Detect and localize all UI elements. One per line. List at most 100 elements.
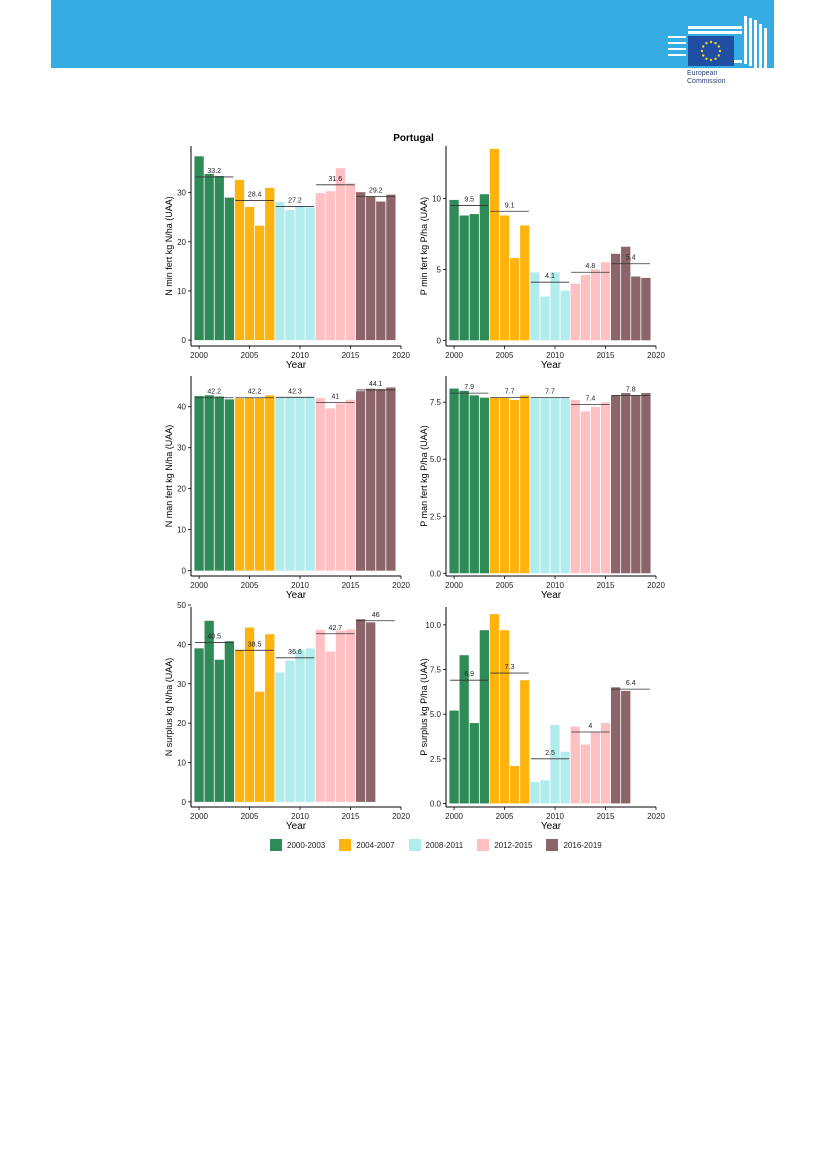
bar [204,395,214,571]
period-mean-label: 46 [372,612,380,619]
bar [244,397,255,571]
y-tick-label: 5.0 [430,710,442,719]
bar [305,207,315,341]
period-mean-label: 28.4 [248,192,262,199]
bar [530,397,540,574]
bar [600,723,611,804]
y-tick-label: 40 [177,403,186,412]
eu-star-icon [709,58,713,62]
bar [590,269,601,341]
period-mean-label: 4.8 [586,263,596,270]
y-tick-label: 50 [177,601,186,610]
bar [520,395,530,574]
eu-star-icon [709,40,713,44]
period-mean-label: 7.7 [505,389,515,396]
bar [315,398,325,571]
x-tick-label: 2020 [392,581,410,590]
bar [570,726,580,804]
bar [479,194,490,341]
y-tick-label: 0 [182,798,187,807]
bar [550,272,560,341]
x-tick-label: 2020 [647,351,665,360]
bar [520,225,530,341]
bar [315,193,325,341]
bar [224,641,235,802]
bar [295,397,305,571]
bar [449,199,459,341]
x-axis-title: Year [541,360,562,371]
legend-item: 2004-2007 [339,839,395,851]
bar [355,391,366,571]
bar [355,192,366,341]
bar [479,630,490,804]
y-tick-label: 5 [437,265,442,274]
bar [510,399,520,574]
y-tick-label: 20 [177,485,186,494]
bar [621,690,631,804]
bar [550,397,560,574]
legend-swatch [546,839,559,851]
bar [335,630,346,802]
bar [234,179,245,341]
period-mean-label: 40.5 [207,633,221,640]
bar [214,396,224,571]
bar [459,215,469,341]
bar [386,387,396,571]
bar [255,691,265,802]
x-axis-title: Year [286,821,307,832]
bar [489,397,500,574]
period-mean-label: 4 [588,723,592,730]
y-axis-title: N surplus kg N/ha (UAA) [164,658,174,757]
y-tick-label: 20 [177,238,186,247]
period-mean-label: 42.2 [207,389,221,396]
bar [376,389,386,571]
x-tick-label: 2015 [342,351,360,360]
period-mean-label: 6.9 [464,671,474,678]
x-tick-label: 2005 [241,351,259,360]
bar [194,648,204,802]
eu-star-icon [702,45,705,48]
bar [194,396,204,571]
legend-label: 2016-2019 [563,840,602,850]
x-tick-label: 2000 [190,812,208,821]
logo-text: European Commission [687,70,726,85]
legend-item: 2016-2019 [546,839,602,851]
bar [345,183,356,341]
period-mean-label: 29.2 [369,188,383,195]
bar [366,196,376,341]
y-tick-label: 0 [182,336,187,345]
bar [631,395,641,574]
eu-star-icon [718,49,722,53]
legend-item: 2000-2003 [270,839,325,851]
bar [265,634,275,802]
page-title: Portugal [393,133,434,144]
period-mean-label: 36.6 [288,649,302,656]
bar [610,395,621,574]
period-mean-label: 44.1 [369,381,383,388]
bar [325,408,335,571]
bar [510,765,520,804]
bar [600,402,611,574]
legend-swatch [339,839,352,851]
period-mean-label: 27.2 [288,197,302,204]
bar [449,710,459,804]
bar [459,655,469,804]
eu-star-icon [702,54,705,57]
period-mean-label: 6.4 [626,680,636,687]
bar [580,744,590,804]
bar [315,629,325,802]
bar [631,276,641,341]
bar [590,732,601,804]
y-axis-title: P surplus kg P/ha (UAA) [419,658,429,755]
bar [366,388,376,571]
bar [499,397,510,574]
x-tick-label: 2015 [597,812,615,821]
bar [214,659,224,802]
y-axis-title: P man fert kg P/ha (UAA) [419,425,429,526]
bar [560,751,570,804]
bar [570,283,580,341]
y-tick-label: 0 [182,567,187,576]
y-axis-title: N min fert kg N/ha (UAA) [164,196,174,296]
bar [275,672,285,802]
x-tick-label: 2005 [496,812,514,821]
